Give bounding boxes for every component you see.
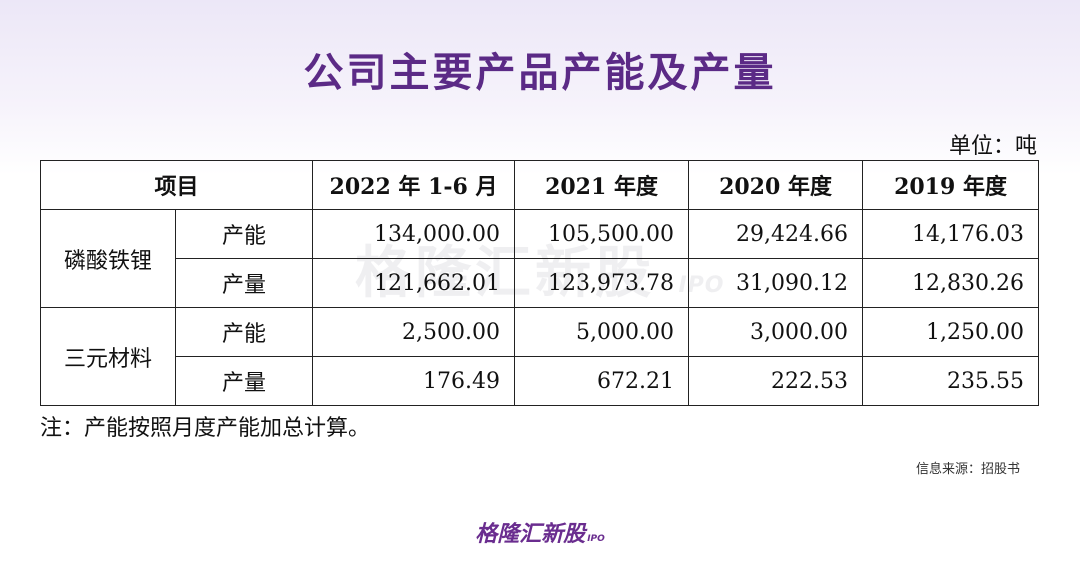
table-row: 三元材料 产能 2,500.00 5,000.00 3,000.00 1,250… <box>40 307 1040 406</box>
table-note: 注：产能按照月度产能加总计算。 <box>40 416 371 441</box>
value-cell: 121,662.01 <box>312 258 516 308</box>
value-cell: 105,500.00 <box>514 209 690 259</box>
value-cell: 5,000.00 <box>514 307 690 357</box>
header-col: 2021 年度 <box>514 160 690 210</box>
metric-cell: 产能 <box>174 307 314 357</box>
value-cell: 176.49 <box>312 356 516 406</box>
value-cell: 31,090.12 <box>688 258 864 308</box>
table-row: 磷酸铁锂 产能 134,000.00 105,500.00 29,424.66 … <box>40 209 1040 308</box>
logo-text: 格隆汇新股 <box>475 522 586 547</box>
category-cell: 三元材料 <box>40 307 176 406</box>
brand-logo: 格隆汇新股 IPO <box>0 516 1080 548</box>
value-cell: 672.21 <box>514 356 690 406</box>
page-title: 公司主要产品产能及产量 <box>303 50 777 96</box>
metric-cell: 产能 <box>174 209 314 259</box>
value-cell: 14,176.03 <box>862 209 1040 259</box>
category-cell: 磷酸铁锂 <box>40 209 176 308</box>
unit-label: 单位：吨 <box>948 134 1037 159</box>
header-col: 2022 年 1-6 月 <box>312 160 516 210</box>
value-cell: 29,424.66 <box>688 209 864 259</box>
capacity-output-table: 项目 2022 年 1-6 月 2021 年度 2020 年度 2019 年度 … <box>39 160 1040 406</box>
value-cell: 3,000.00 <box>688 307 864 357</box>
value-cell: 222.53 <box>688 356 864 406</box>
value-cell: 2,500.00 <box>312 307 516 357</box>
value-cell: 1,250.00 <box>862 307 1040 357</box>
value-cell: 235.55 <box>862 356 1040 406</box>
table-header-row: 项目 2022 年 1-6 月 2021 年度 2020 年度 2019 年度 <box>39 160 1040 210</box>
logo-ipo: IPO <box>587 534 605 544</box>
header-col: 2020 年度 <box>688 160 864 210</box>
table-row: 产量 176.49 672.21 222.53 235.55 <box>41 356 1040 406</box>
table-row: 产量 121,662.01 123,973.78 31,090.12 12,83… <box>41 258 1040 308</box>
value-cell: 134,000.00 <box>312 209 516 259</box>
value-cell: 12,830.26 <box>862 258 1040 308</box>
header-col: 2019 年度 <box>862 160 1040 210</box>
metric-cell: 产量 <box>174 356 314 406</box>
metric-cell: 产量 <box>174 258 314 308</box>
value-cell: 123,973.78 <box>514 258 690 308</box>
source-label: 信息来源：招股书 <box>915 462 1020 477</box>
header-item: 项目 <box>39 160 314 210</box>
